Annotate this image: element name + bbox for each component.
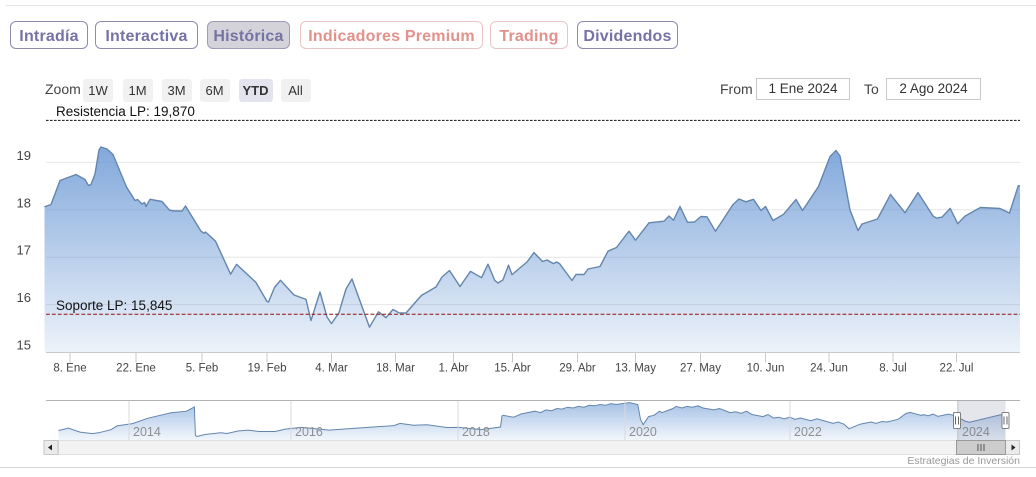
svg-text:15. Abr: 15. Abr (494, 363, 531, 375)
svg-text:19. Feb: 19. Feb (248, 363, 287, 375)
svg-text:27. May: 27. May (680, 363, 721, 375)
svg-text:Resistencia LP: 19,870: Resistencia LP: 19,870 (56, 104, 195, 119)
svg-text:8. Ene: 8. Ene (53, 363, 86, 375)
svg-text:18: 18 (17, 195, 31, 210)
svg-text:22. Ene: 22. Ene (116, 363, 156, 375)
svg-text:4. Mar: 4. Mar (315, 363, 348, 375)
svg-text:1. Abr: 1. Abr (438, 363, 468, 375)
svg-text:2020: 2020 (629, 425, 657, 439)
svg-text:19: 19 (17, 148, 31, 163)
svg-text:8. Jul: 8. Jul (879, 363, 907, 375)
svg-text:22. Jul: 22. Jul (940, 363, 974, 375)
svg-text:17: 17 (17, 243, 31, 258)
svg-text:2024: 2024 (962, 425, 990, 439)
svg-text:5. Feb: 5. Feb (186, 363, 219, 375)
svg-text:10. Jun: 10. Jun (747, 363, 785, 375)
svg-text:2014: 2014 (133, 425, 161, 439)
svg-text:13. May: 13. May (615, 363, 656, 375)
svg-text:18. Mar: 18. Mar (376, 363, 415, 375)
svg-text:15: 15 (17, 338, 31, 353)
svg-text:Soporte LP: 15,845: Soporte LP: 15,845 (56, 298, 172, 313)
svg-text:29. Abr: 29. Abr (559, 363, 596, 375)
svg-text:2016: 2016 (295, 425, 323, 439)
svg-text:16: 16 (17, 290, 31, 305)
svg-text:24. Jun: 24. Jun (810, 363, 848, 375)
svg-text:Estrategias de Inversión: Estrategias de Inversión (907, 455, 1020, 467)
svg-text:2022: 2022 (794, 425, 822, 439)
svg-text:2018: 2018 (462, 425, 490, 439)
